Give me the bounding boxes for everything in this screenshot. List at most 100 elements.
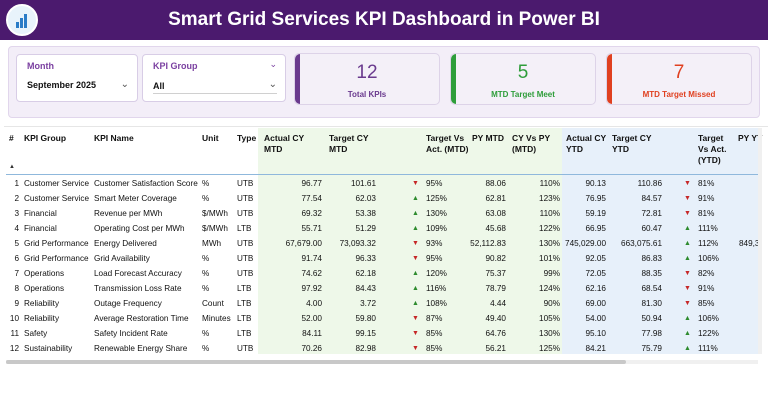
cell-tgt-ytd: 50.94 [641, 314, 663, 323]
header-target-cy-mtd[interactable]: Target CY MTD [329, 133, 369, 154]
header-actual-cy-ytd[interactable]: Actual CY YTD [566, 133, 606, 154]
cell-tgt-ytd: 68.54 [641, 284, 663, 293]
month-slicer[interactable]: Month September 2025 ⌄ [16, 54, 138, 102]
cell-group: Grid Performance [24, 254, 89, 263]
cell-unit: % [202, 344, 210, 353]
cell-act-ytd: 66.95 [585, 224, 607, 233]
cell-act-mtd: 91.74 [301, 254, 323, 263]
header-actual-cy-mtd[interactable]: Actual CY MTD [264, 133, 304, 154]
table-row[interactable]: 12 Sustainability Renewable Energy Share% U… [0, 342, 768, 357]
cell-cyvspy: 110% [539, 179, 560, 188]
chevron-down-icon[interactable]: ⌄ [269, 59, 277, 69]
sort-ascending-icon[interactable]: ▲ [9, 164, 15, 170]
cell-cyvspy: 90% [543, 299, 560, 308]
cell-tgt-mtd: 62.03 [355, 194, 377, 203]
header-kpi-group[interactable]: KPI Group [24, 133, 67, 143]
chevron-down-icon[interactable]: ⌄ [120, 79, 129, 90]
cell-tgt-ytd: 88.35 [641, 269, 663, 278]
cell-py-mtd: 63.08 [485, 209, 507, 218]
down-arrow-icon: ▼ [412, 315, 419, 322]
header-num[interactable]: # [9, 133, 14, 143]
chevron-down-icon[interactable]: ⌄ [268, 79, 277, 90]
down-arrow-icon: ▼ [412, 255, 419, 262]
header-unit[interactable]: Unit [202, 133, 219, 143]
cell-act-ytd: 59.19 [585, 209, 607, 218]
cell-group: Operations [24, 269, 65, 278]
cell-tva-ytd: 106% [698, 314, 719, 323]
table-row[interactable]: 6 Grid Performance Grid Availability% UTB 91… [0, 252, 768, 267]
cell-tva-mtd: 85% [426, 344, 443, 353]
table-row[interactable]: 11 Safety Safety Incident Rate% LTB 84.11 99.… [0, 327, 768, 342]
cell-py-mtd: 52,112.83 [470, 239, 506, 248]
up-arrow-icon: ▲ [684, 345, 691, 352]
header-py-ytd[interactable]: PY YT [738, 133, 763, 143]
header-target-cy-ytd[interactable]: Target CY YTD [612, 133, 652, 154]
cell-type: LTB [237, 284, 252, 293]
cell-type: UTB [237, 209, 254, 218]
header-kpi-name[interactable]: KPI Name [94, 133, 134, 143]
table-row[interactable]: 5 Grid Performance Energy Delivered MWh UTB 6… [0, 237, 768, 252]
down-arrow-icon: ▼ [684, 210, 691, 217]
cell-tgt-ytd: 75.79 [641, 344, 663, 353]
ytd-column-band [562, 128, 758, 354]
header-type[interactable]: Type [237, 133, 257, 143]
cell-name: Load Forecast Accuracy [94, 269, 182, 278]
month-slicer-label: Month [27, 61, 54, 71]
cell-tva-mtd: 85% [426, 329, 443, 338]
cell-tgt-mtd: 84.43 [355, 284, 377, 293]
kpi-group-slicer[interactable]: KPI Group ⌄ All ⌄ [142, 54, 286, 102]
cell-name: Customer Satisfaction Score [94, 179, 198, 188]
table-row[interactable]: 3 Financial Revenue per MWh $/MWh UTB 69.32 53… [0, 207, 768, 222]
up-arrow-icon: ▲ [412, 300, 419, 307]
cell-n: 8 [14, 284, 19, 293]
table-row[interactable]: 4 Financial Operating Cost per MWh $/MWh LTB… [0, 222, 768, 237]
cell-tgt-ytd: 110.86 [637, 179, 662, 188]
cell-tva-ytd: 112% [698, 239, 719, 248]
up-arrow-icon: ▲ [684, 315, 691, 322]
cell-n: 6 [14, 254, 19, 263]
cell-py-mtd: 75.37 [485, 269, 507, 278]
down-arrow-icon: ▼ [412, 180, 419, 187]
down-arrow-icon: ▼ [684, 195, 691, 202]
table-row[interactable]: 2 Customer Service Smart Meter Coverage% UT… [0, 192, 768, 207]
table-row[interactable]: 7 Operations Load Forecast Accuracy% UTB 74.… [0, 267, 768, 282]
cell-unit: $/MWh [202, 209, 228, 218]
up-arrow-icon: ▲ [684, 225, 691, 232]
cell-n: 9 [14, 299, 19, 308]
header-divider [6, 174, 758, 175]
cell-type: LTB [237, 224, 252, 233]
cell-name: Smart Meter Coverage [94, 194, 177, 203]
cell-tva-ytd: 82% [698, 269, 715, 278]
header-py-mtd[interactable]: PY MTD [472, 133, 504, 143]
vertical-scrollbar[interactable] [758, 128, 762, 354]
down-arrow-icon: ▼ [684, 270, 691, 277]
total-kpis-value: 12 [356, 62, 378, 83]
cell-tva-mtd: 87% [426, 314, 443, 323]
cell-cyvspy: 130% [539, 239, 560, 248]
chart-logo-icon [6, 4, 38, 36]
scrollbar-thumb[interactable] [6, 360, 626, 364]
card-accent [451, 54, 456, 104]
table-row[interactable]: 9 Reliability Outage Frequency Count LTB 4.00… [0, 297, 768, 312]
cell-act-mtd: 4.00 [306, 299, 322, 308]
horizontal-scrollbar[interactable] [6, 360, 758, 364]
card-accent [607, 54, 612, 104]
header-target-vs-act-mtd[interactable]: Target Vs Act. (MTD) [426, 133, 469, 154]
mtd-target-meet-card: 5 MTD Target Meet [450, 53, 596, 105]
cell-name: Safety Incident Rate [94, 329, 168, 338]
cell-py-mtd: 49.40 [485, 314, 507, 323]
header-cy-vs-py-mtd[interactable]: CY Vs PY (MTD) [512, 133, 550, 154]
table-row[interactable]: 10 Reliability Average Restoration Time Min… [0, 312, 768, 327]
cell-name: Renewable Energy Share [94, 344, 188, 353]
cell-name: Outage Frequency [94, 299, 162, 308]
cell-n: 7 [14, 269, 19, 278]
table-row[interactable]: 1 Customer Service Customer Satisfaction S… [0, 177, 768, 192]
cell-n: 5 [14, 239, 19, 248]
header-target-vs-act-ytd[interactable]: Target Vs Act. (YTD) [698, 133, 727, 165]
cell-act-mtd: 67,679.00 [285, 239, 322, 248]
cell-cyvspy: 99% [543, 269, 560, 278]
cell-py-mtd: 56.21 [485, 344, 507, 353]
cell-group: Reliability [24, 299, 60, 308]
cell-n: 11 [10, 329, 20, 338]
table-row[interactable]: 8 Operations Transmission Loss Rate% LTB 97.… [0, 282, 768, 297]
